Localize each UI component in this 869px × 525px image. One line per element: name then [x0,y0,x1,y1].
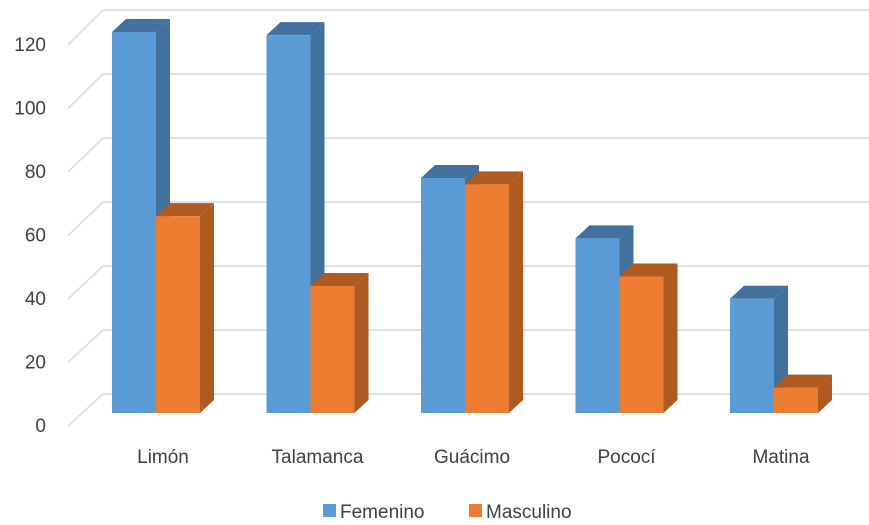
bar-top [730,285,788,299]
x-category-label: Guácimo [434,447,510,468]
bar-front [575,238,620,413]
y-tick-label: 80 [25,162,46,183]
bar-front [310,286,355,413]
x-category-label: Limón [137,447,189,468]
x-axis-categories: Limón Talamanca Guácimo Pococí Matina [137,447,810,468]
legend-item-masculino: Masculino [469,502,572,523]
bar-masculino-2 [465,171,523,413]
gridline [67,73,869,110]
bar-side [663,263,678,413]
gridline [67,9,869,46]
legend-label-masculino: Masculino [486,502,572,523]
gridline [67,201,869,237]
bar-masculino-3 [619,263,678,413]
bar-front [619,276,664,413]
bar-masculino-0 [156,203,214,413]
bar-front [266,35,311,414]
bar-masculino-1 [310,273,369,413]
bar-top [774,374,832,388]
bar-side [818,374,832,413]
x-category-label: Pococí [597,447,656,468]
y-tick-label: 60 [25,226,46,247]
bar-front [421,178,465,413]
x-category-label: Matina [752,447,809,468]
bar-top [421,165,479,179]
bar-masculino-4 [774,374,832,413]
legend-swatch-femenino [323,504,336,517]
bar-front [112,32,156,413]
bar-front [156,216,200,413]
legend-swatch-masculino [469,504,482,517]
bar-femenino-4 [730,285,788,413]
bar-top [266,22,325,36]
bar-front [774,387,818,413]
y-tick-label: 40 [25,289,46,310]
bar-side [509,171,523,413]
legend-label-femenino: Femenino [340,502,425,523]
bars [112,19,832,414]
legend-item-femenino: Femenino [323,502,425,523]
y-tick-label: 0 [35,416,46,437]
bar-front [465,184,509,413]
bar-top [465,171,523,185]
bar-side [354,273,369,413]
bar-top [619,263,678,277]
y-axis-ticks: 0 20 40 60 80 100 120 [14,35,46,437]
bar-side [200,203,214,413]
gridline [67,137,869,173]
gridlines [67,9,869,427]
y-tick-label: 20 [25,353,46,374]
bar-top [156,203,214,217]
legend: Femenino Masculino [323,502,572,523]
bar-front [730,298,774,413]
bar-top [575,225,634,239]
y-tick-label: 120 [14,35,46,56]
bar-top [310,273,369,286]
y-tick-label: 100 [14,99,46,120]
bar-top [112,19,170,32]
x-category-label: Talamanca [272,447,364,468]
